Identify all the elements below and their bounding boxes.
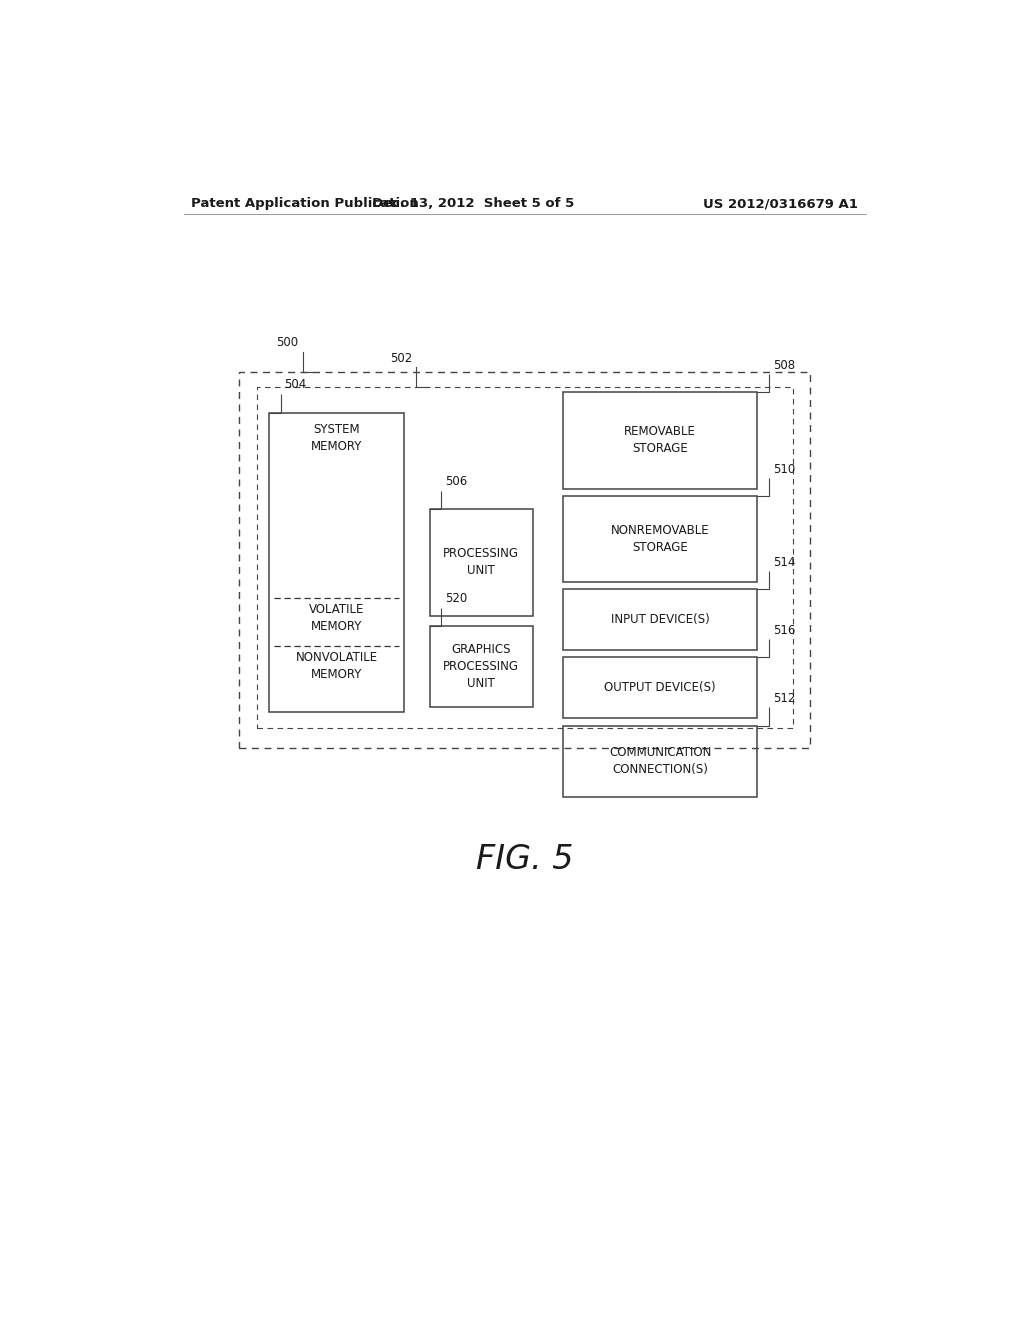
Bar [563, 496, 758, 582]
Bar [563, 726, 758, 797]
Text: US 2012/0316679 A1: US 2012/0316679 A1 [703, 197, 858, 210]
Text: VOLATILE
MEMORY: VOLATILE MEMORY [309, 603, 365, 634]
Text: REMOVABLE
STORAGE: REMOVABLE STORAGE [625, 425, 696, 455]
Bar [430, 510, 532, 615]
Text: COMMUNICATION
CONNECTION(S): COMMUNICATION CONNECTION(S) [609, 746, 712, 776]
Text: 504: 504 [285, 378, 306, 391]
Text: INPUT DEVICE(S): INPUT DEVICE(S) [610, 614, 710, 627]
Text: Dec. 13, 2012  Sheet 5 of 5: Dec. 13, 2012 Sheet 5 of 5 [372, 197, 574, 210]
Text: Patent Application Publication: Patent Application Publication [191, 197, 419, 210]
Bar [269, 413, 404, 713]
Text: 508: 508 [773, 359, 796, 372]
Text: 502: 502 [390, 351, 412, 364]
Text: PROCESSING
UNIT: PROCESSING UNIT [443, 548, 519, 577]
Bar [257, 387, 793, 727]
Bar [430, 626, 532, 708]
Bar [563, 392, 758, 488]
Text: FIG. 5: FIG. 5 [476, 843, 573, 876]
Text: GRAPHICS
PROCESSING
UNIT: GRAPHICS PROCESSING UNIT [443, 643, 519, 690]
Text: OUTPUT DEVICE(S): OUTPUT DEVICE(S) [604, 681, 716, 694]
Bar [240, 372, 811, 748]
Text: 514: 514 [773, 556, 796, 569]
Text: 506: 506 [444, 475, 467, 487]
Bar [563, 589, 758, 651]
Text: NONREMOVABLE
STORAGE: NONREMOVABLE STORAGE [610, 524, 710, 554]
Text: 516: 516 [773, 624, 796, 638]
Text: 510: 510 [773, 462, 796, 475]
Text: 520: 520 [444, 591, 467, 605]
Text: SYSTEM
MEMORY: SYSTEM MEMORY [311, 422, 362, 453]
Bar [563, 657, 758, 718]
Text: NONVOLATILE
MEMORY: NONVOLATILE MEMORY [296, 652, 378, 681]
Text: 512: 512 [773, 692, 796, 705]
Text: 500: 500 [276, 337, 299, 350]
